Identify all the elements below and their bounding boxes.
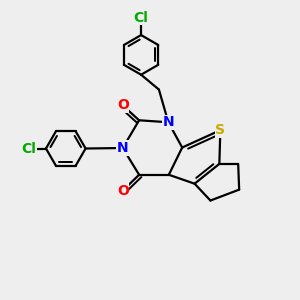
Text: S: S [215,123,225,137]
Text: N: N [163,115,174,129]
Text: O: O [117,98,129,112]
Text: Cl: Cl [134,11,148,25]
Text: O: O [117,184,129,198]
Text: N: N [117,141,129,155]
Text: Cl: Cl [21,142,36,155]
